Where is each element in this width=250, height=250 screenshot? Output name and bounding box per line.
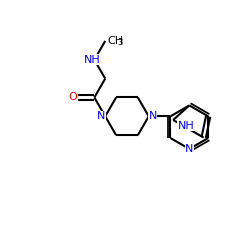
Text: N: N: [185, 144, 194, 154]
Text: NH: NH: [84, 55, 101, 65]
Text: 3: 3: [117, 38, 122, 48]
Text: N: N: [148, 111, 157, 121]
Text: CH: CH: [107, 36, 123, 46]
Text: N: N: [97, 111, 106, 121]
Text: NH: NH: [178, 121, 195, 131]
Text: O: O: [68, 92, 77, 102]
